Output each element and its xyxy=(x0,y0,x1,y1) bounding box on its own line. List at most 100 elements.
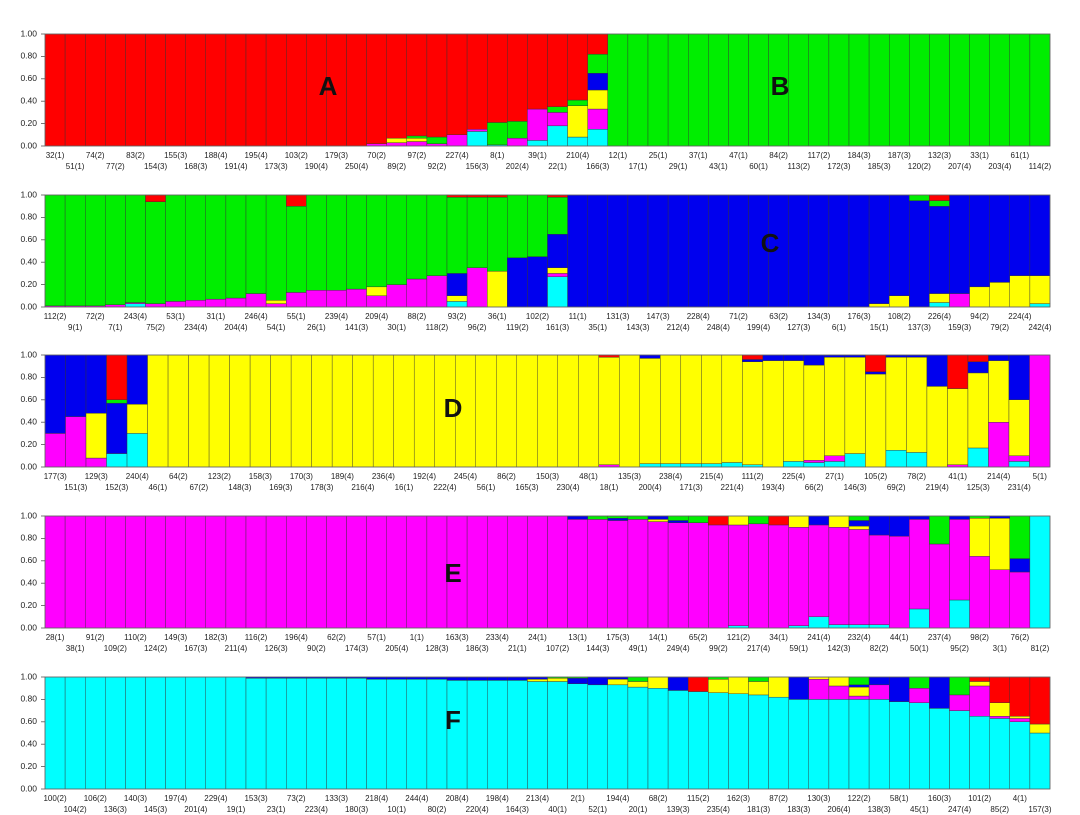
bar-segment xyxy=(989,569,1011,629)
bar-segment xyxy=(145,676,166,790)
bar-segment xyxy=(808,515,830,526)
x-tick-label: 120(2) xyxy=(908,162,931,171)
x-tick-label: 166(3) xyxy=(586,162,609,171)
bar-segment xyxy=(627,515,649,520)
x-tick-label: 172(3) xyxy=(827,162,850,171)
bar-segment xyxy=(828,624,850,629)
bar-segment xyxy=(929,302,950,308)
bar-segment xyxy=(205,298,227,308)
x-tick-label: 93(2) xyxy=(448,312,467,321)
bar-segment xyxy=(929,200,950,207)
bar-segment xyxy=(639,358,661,464)
x-tick-label: 63(2) xyxy=(769,312,788,321)
y-tick-label: 1.00 xyxy=(20,28,37,38)
bar-segment xyxy=(989,702,1011,717)
bar-segment xyxy=(265,515,287,629)
bar-segment xyxy=(547,677,568,682)
bar-segment xyxy=(701,463,723,468)
bar-segment xyxy=(988,422,1010,468)
x-tick-label: 180(3) xyxy=(345,805,368,814)
x-tick-label: 199(4) xyxy=(747,323,770,332)
x-tick-label: 192(4) xyxy=(413,472,436,481)
x-tick-label: 164(3) xyxy=(506,805,529,814)
x-tick-label: 37(1) xyxy=(689,151,708,160)
bar-segment xyxy=(868,33,890,147)
bar-segment xyxy=(145,201,166,304)
x-tick-label: 7(1) xyxy=(108,323,123,332)
x-tick-label: 124(2) xyxy=(144,644,167,653)
bar-segment xyxy=(1029,354,1051,468)
bar-segment xyxy=(496,354,517,468)
x-tick-label: 226(4) xyxy=(928,312,951,321)
bar-segment xyxy=(868,624,890,629)
bar-segment xyxy=(126,354,148,405)
x-tick-label: 239(4) xyxy=(325,312,348,321)
bar-segment xyxy=(844,357,866,454)
bar-segment xyxy=(44,354,66,434)
bar-segment xyxy=(929,194,950,201)
bar-segment xyxy=(105,515,126,629)
x-tick-label: 138(3) xyxy=(868,805,891,814)
x-tick-label: 51(1) xyxy=(66,162,85,171)
bar-segment xyxy=(507,680,528,790)
x-tick-label: 12(1) xyxy=(609,151,628,160)
bar-segment xyxy=(728,194,749,308)
x-tick-label: 155(3) xyxy=(164,151,187,160)
bar-segment xyxy=(165,194,186,302)
x-tick-label: 123(2) xyxy=(208,472,231,481)
bar-segment xyxy=(627,519,649,629)
x-tick-label: 244(4) xyxy=(405,794,428,803)
x-tick-label: 41(1) xyxy=(948,472,967,481)
x-tick-label: 89(2) xyxy=(387,162,406,171)
bar-segment xyxy=(708,692,729,790)
bar-segment xyxy=(688,691,709,790)
x-tick-label: 94(2) xyxy=(970,312,989,321)
bar-segment xyxy=(386,284,408,308)
bar-segment xyxy=(145,194,166,202)
x-tick-label: 220(4) xyxy=(466,805,489,814)
bar-segment xyxy=(848,684,870,688)
bar-segment xyxy=(607,33,629,147)
bar-segment xyxy=(969,33,990,147)
bar-segment xyxy=(949,676,970,696)
bar-segment xyxy=(667,522,689,629)
x-tick-label: 116(2) xyxy=(245,633,268,642)
bar-segment xyxy=(225,676,247,790)
bar-segment xyxy=(865,354,887,372)
x-tick-label: 112(2) xyxy=(44,312,67,321)
x-tick-label: 40(1) xyxy=(548,805,567,814)
x-tick-label: 160(3) xyxy=(928,794,951,803)
bar-segment xyxy=(446,295,468,302)
bar-segment xyxy=(868,534,890,625)
plot-frame xyxy=(44,676,1051,790)
bar-segment xyxy=(728,524,749,626)
x-tick-label: 121(2) xyxy=(727,633,750,642)
y-tick-label: 0.40 xyxy=(20,738,37,748)
bar-segment xyxy=(466,128,488,132)
x-tick-label: 17(1) xyxy=(629,162,648,171)
bar-segment xyxy=(969,556,990,629)
bar-segment xyxy=(909,676,930,689)
x-tick-label: 29(1) xyxy=(669,162,688,171)
bar-segment xyxy=(346,33,367,147)
annotation: B xyxy=(771,71,790,101)
bar-segment xyxy=(947,354,969,389)
bar-segment xyxy=(64,676,86,790)
bar-segment xyxy=(475,354,497,468)
x-tick-label: 79(2) xyxy=(990,323,1009,332)
bar-segment xyxy=(949,293,970,308)
y-tick-label: 0.80 xyxy=(20,533,37,543)
bar-segment xyxy=(147,354,169,468)
y-tick-label: 0.80 xyxy=(20,694,37,704)
bar-segment xyxy=(426,136,448,144)
x-tick-label: 107(2) xyxy=(546,644,569,653)
bar-segment xyxy=(783,360,805,462)
x-tick-label: 66(2) xyxy=(805,483,824,492)
bar-segment xyxy=(885,357,907,451)
bar-segment xyxy=(989,716,1011,719)
bar-segment xyxy=(647,515,669,520)
x-tick-label: 246(4) xyxy=(244,312,267,321)
bar-segment xyxy=(701,354,723,464)
x-tick-label: 53(1) xyxy=(166,312,185,321)
bar-segment xyxy=(326,677,347,790)
